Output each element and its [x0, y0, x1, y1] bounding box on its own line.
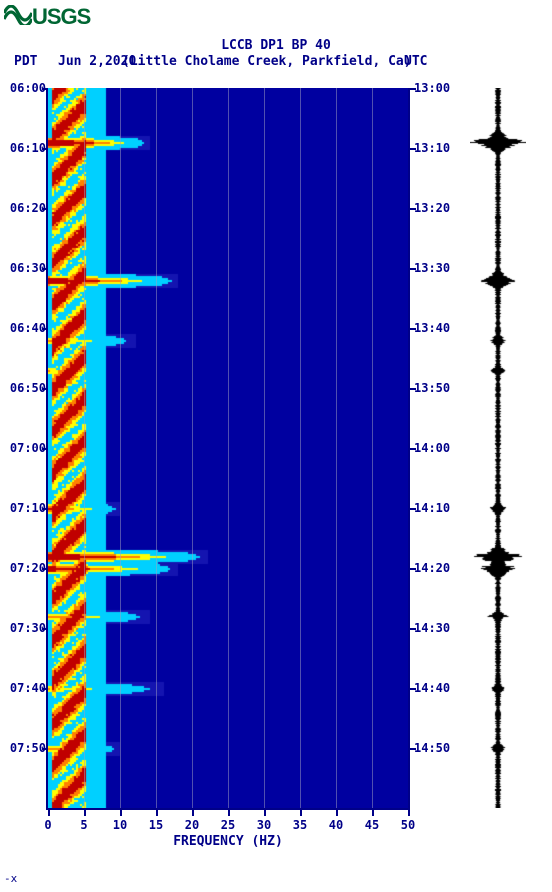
right-tick [410, 148, 416, 150]
right-tick [410, 328, 416, 330]
right-tick-label: 13:50 [414, 381, 454, 395]
left-tick-label: 07:10 [6, 501, 46, 515]
x-tick-label: 40 [329, 818, 343, 832]
location-label: (Little Cholame Creek, Parkfield, Ca) [122, 54, 412, 69]
gridline [372, 88, 373, 808]
left-tick-label: 06:50 [6, 381, 46, 395]
right-tick [410, 88, 416, 90]
x-tick-label: 15 [149, 818, 163, 832]
frequency-axis: FREQUENCY (HZ) 05101520253035404550 [48, 810, 408, 850]
left-tick [42, 448, 48, 450]
left-tick-label: 07:50 [6, 741, 46, 755]
x-tick-label: 35 [293, 818, 307, 832]
waveform-canvas [470, 88, 526, 808]
pdt-label: PDT [14, 54, 37, 69]
left-tick [42, 508, 48, 510]
x-tick [84, 810, 86, 816]
gridline [192, 88, 193, 808]
footmark: -x [4, 872, 17, 885]
waveform-panel [470, 88, 526, 808]
right-tick-label: 14:20 [414, 561, 454, 575]
left-tick [42, 628, 48, 630]
right-tick-label: 14:40 [414, 681, 454, 695]
x-tick-label: 50 [401, 818, 415, 832]
x-tick [156, 810, 158, 816]
x-axis-label: FREQUENCY (HZ) [48, 834, 408, 849]
right-tick-label: 14:30 [414, 621, 454, 635]
x-tick-label: 5 [80, 818, 87, 832]
left-tick [42, 568, 48, 570]
left-tick-label: 06:00 [6, 81, 46, 95]
left-tick-label: 07:20 [6, 561, 46, 575]
x-tick-label: 10 [113, 818, 127, 832]
right-tick [410, 448, 416, 450]
right-tick-label: 13:20 [414, 201, 454, 215]
right-tick [410, 748, 416, 750]
gridline [84, 88, 85, 808]
x-tick [228, 810, 230, 816]
gridline [120, 88, 121, 808]
left-tick [42, 688, 48, 690]
chart-title: LCCB DP1 BP 40 [0, 38, 552, 53]
left-tick-label: 06:20 [6, 201, 46, 215]
x-tick-label: 25 [221, 818, 235, 832]
left-tick-label: 07:30 [6, 621, 46, 635]
x-tick-label: 0 [44, 818, 51, 832]
left-tick-label: 06:40 [6, 321, 46, 335]
gridline [264, 88, 265, 808]
left-tick [42, 748, 48, 750]
gridline [156, 88, 157, 808]
gridline [228, 88, 229, 808]
right-tick [410, 628, 416, 630]
gridline [336, 88, 337, 808]
right-tick-label: 13:30 [414, 261, 454, 275]
right-tick-label: 13:40 [414, 321, 454, 335]
usgs-logo-text: USGS [32, 4, 90, 29]
x-tick [408, 810, 410, 816]
left-tick [42, 268, 48, 270]
left-tick [42, 148, 48, 150]
x-tick-label: 20 [185, 818, 199, 832]
x-tick [120, 810, 122, 816]
right-tick-label: 13:10 [414, 141, 454, 155]
x-tick [372, 810, 374, 816]
left-tick [42, 328, 48, 330]
usgs-logo: USGS [4, 4, 90, 31]
right-tick-label: 14:10 [414, 501, 454, 515]
x-tick [192, 810, 194, 816]
right-tick [410, 388, 416, 390]
left-tick [42, 88, 48, 90]
x-tick [300, 810, 302, 816]
left-tick-label: 06:30 [6, 261, 46, 275]
usgs-wave-icon [4, 5, 32, 31]
right-tick [410, 568, 416, 570]
utc-label: UTC [404, 54, 427, 69]
left-tick [42, 208, 48, 210]
x-tick [336, 810, 338, 816]
x-tick-label: 45 [365, 818, 379, 832]
left-tick-label: 07:00 [6, 441, 46, 455]
right-tick-label: 14:50 [414, 741, 454, 755]
left-tick-label: 07:40 [6, 681, 46, 695]
right-tick [410, 268, 416, 270]
x-tick [264, 810, 266, 816]
right-tick [410, 208, 416, 210]
right-tick-label: 13:00 [414, 81, 454, 95]
right-tick-label: 14:00 [414, 441, 454, 455]
right-tick [410, 688, 416, 690]
x-tick-label: 30 [257, 818, 271, 832]
gridline [300, 88, 301, 808]
left-tick-label: 06:10 [6, 141, 46, 155]
right-tick [410, 508, 416, 510]
x-tick [48, 810, 50, 816]
left-tick [42, 388, 48, 390]
spectrogram-plot [48, 88, 408, 808]
